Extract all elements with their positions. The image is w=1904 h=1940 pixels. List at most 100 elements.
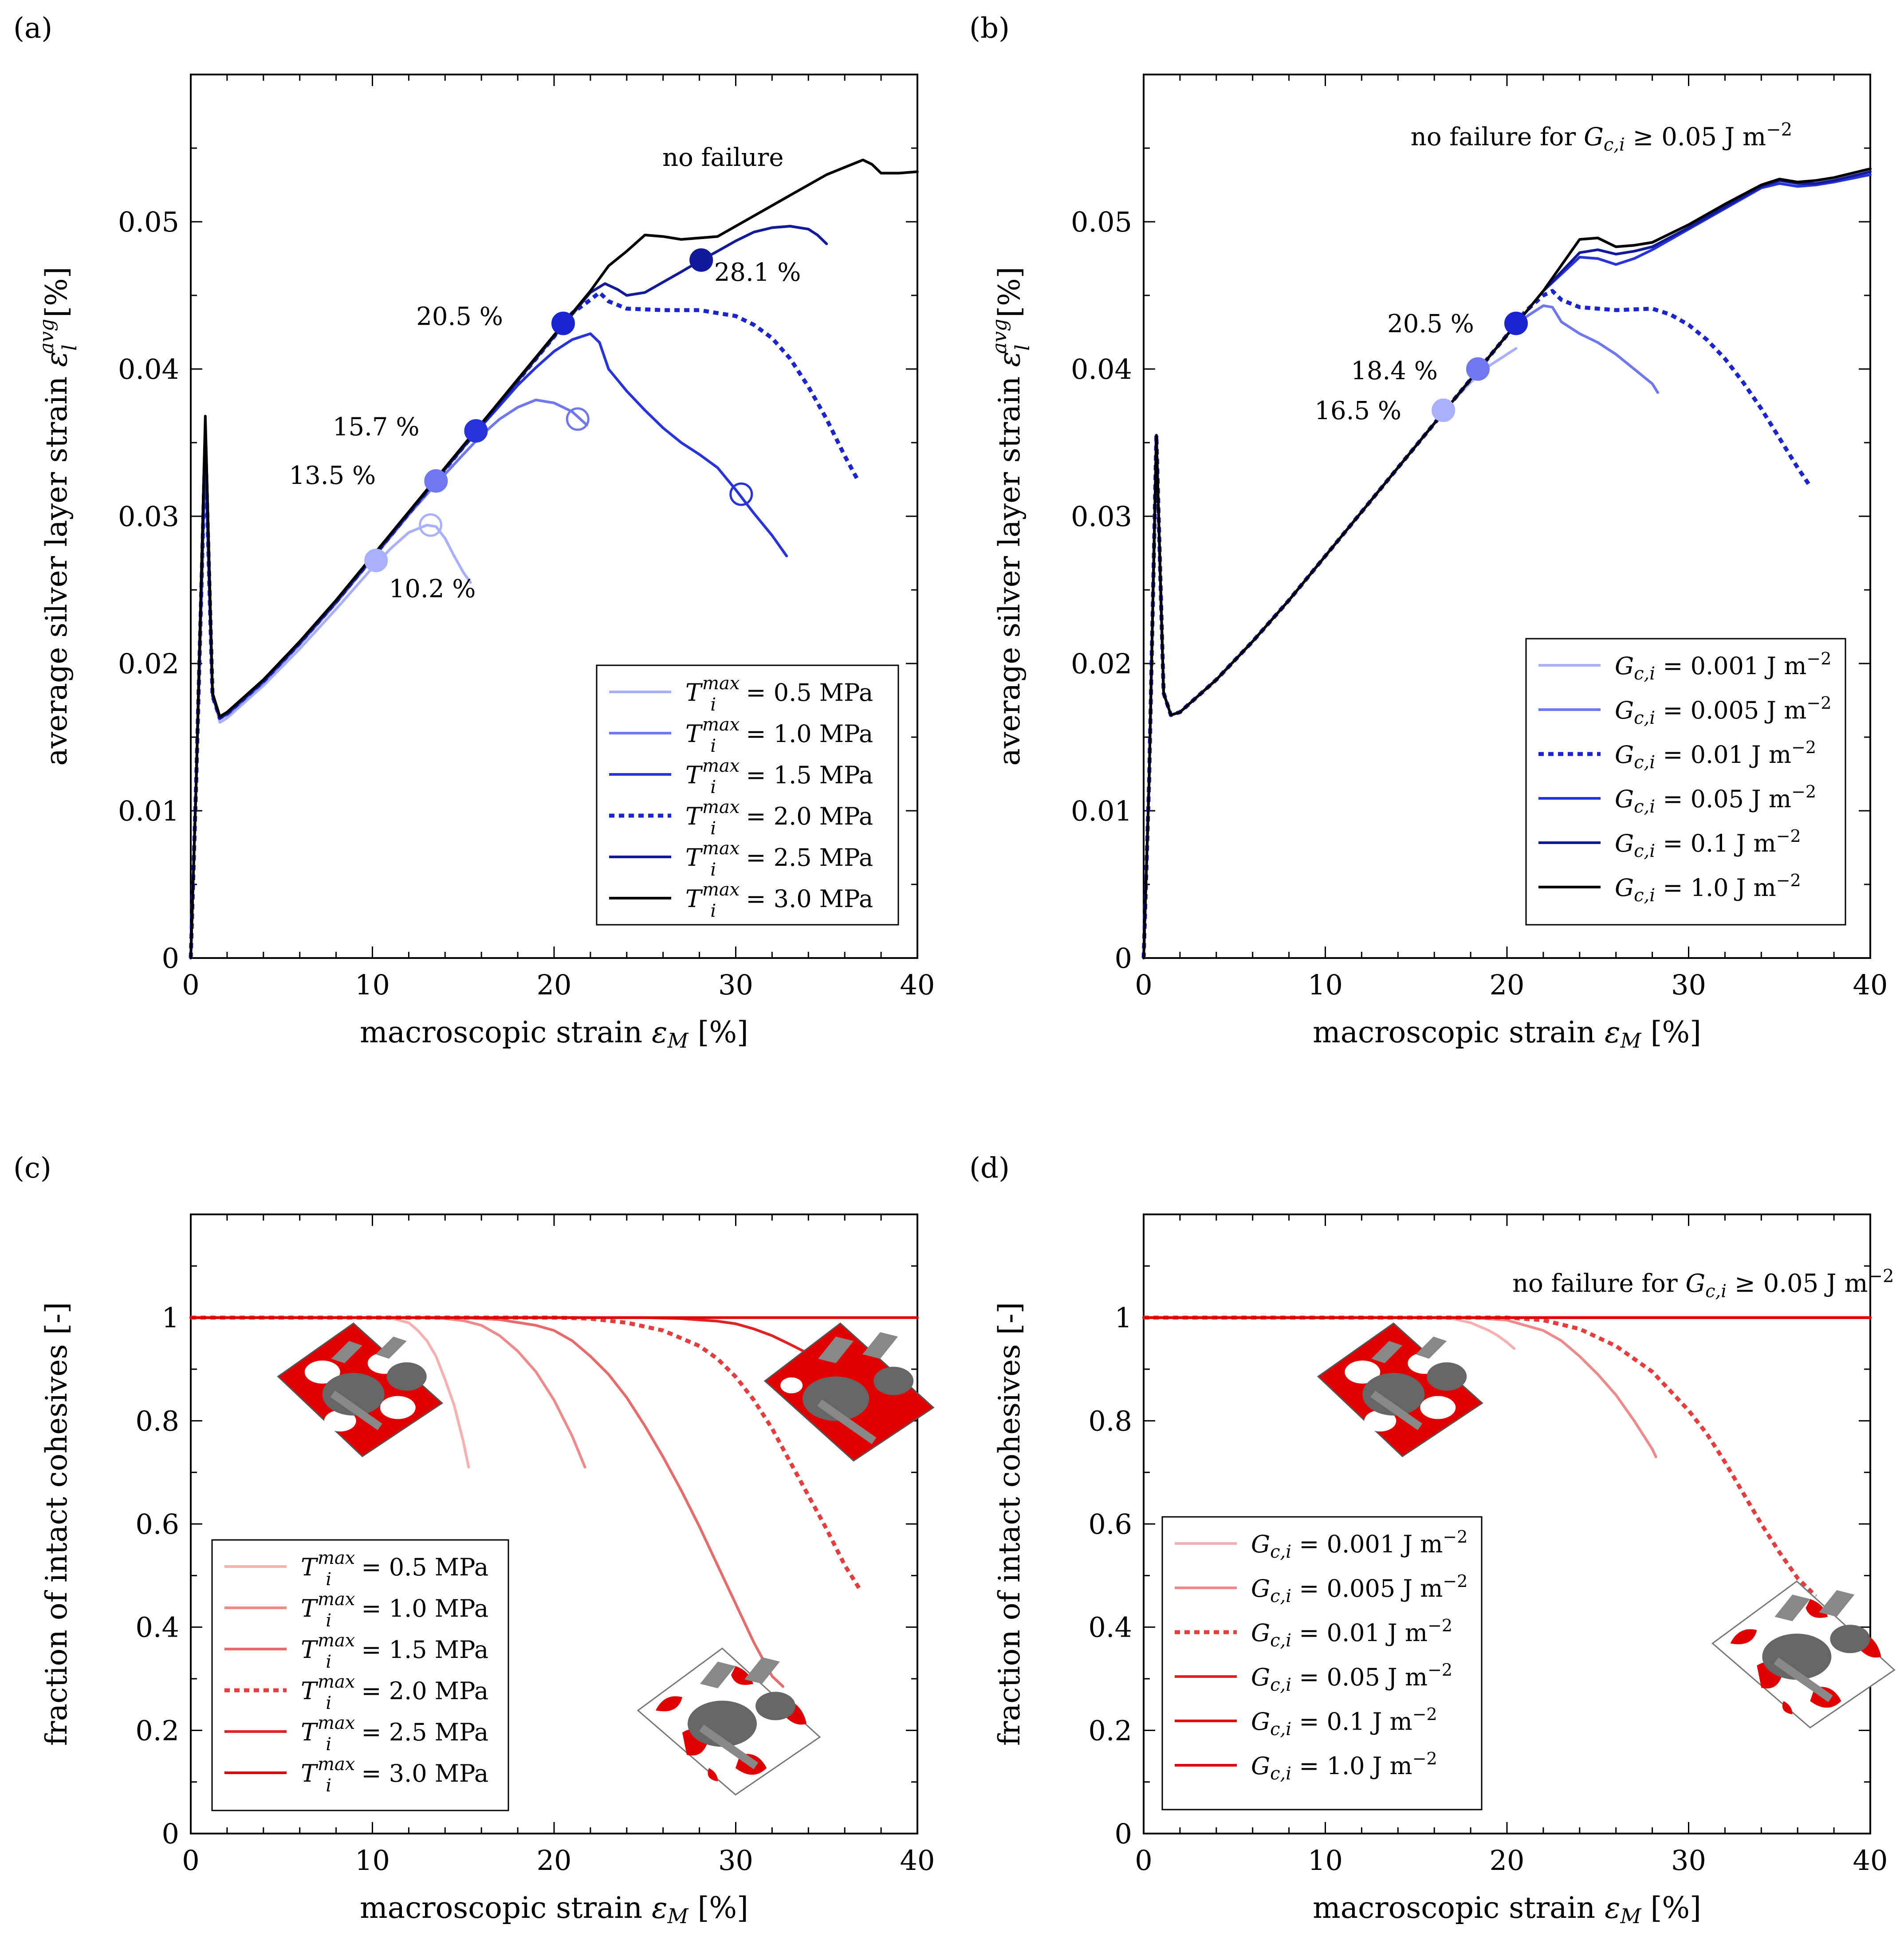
legend-label-4: Tmax i = 2.0 MPa: [685, 797, 873, 839]
annotation-4: 16.5 %: [1314, 397, 1401, 425]
chart-panel-a: 0 10 20 30 40 0 0.01 0.02 0.03 0.04 0.05 macroscopi…: [35, 74, 935, 1052]
failure-marker-6: [729, 482, 753, 506]
legend-label-2: Gc,i = 0.005 J m−2: [1251, 1571, 1467, 1606]
x-tick-label: 30: [718, 1844, 753, 1877]
annotation-1: no failure for Gc,i ≥ 0.05 J m−2: [1411, 119, 1792, 155]
y-tick-label: 0.05: [1071, 206, 1132, 238]
legend-label-5: Gc,i = 0.1 J m−2: [1251, 1704, 1437, 1740]
y-tick-label: 0.4: [1088, 1611, 1132, 1644]
failure-marker-2: [1466, 357, 1490, 381]
series-line-1: [1142, 347, 1518, 959]
legend-box: [1161, 1516, 1483, 1810]
y-tick-label: 0.2: [1088, 1714, 1132, 1747]
y-tick-label: 0.04: [118, 353, 179, 385]
y-axis-label: fraction of intact cohesives [-]: [39, 1302, 74, 1746]
legend: Gc,i = 0.001 J m−2 Gc,i = 0.005 J m−2 Gc,i…: [1525, 638, 1846, 926]
series-line-6: [1142, 167, 1872, 959]
legend-label-3: Tmax i = 1.5 MPa: [301, 1630, 488, 1672]
failure-marker-4: [566, 407, 590, 431]
y-tick-label: 0: [1115, 942, 1132, 974]
legend-label-4: Gc,i = 0.05 J m−2: [1251, 1660, 1452, 1695]
y-tick-label: 0.05: [118, 206, 179, 238]
microstructure-inset-1: [1317, 1323, 1483, 1457]
x-tick-label: 20: [537, 969, 572, 1001]
x-tick-label: 20: [537, 1844, 572, 1877]
annotation-4: 15.7 %: [333, 412, 420, 441]
x-tick-label: 40: [900, 1844, 935, 1877]
annotation-1: no failure for Gc,i ≥ 0.05 J m−2: [1512, 1266, 1894, 1302]
microstructure-inset-3: [637, 1647, 821, 1795]
annotation-2: 20.5 %: [1387, 310, 1474, 338]
y-tick-label: 0.03: [118, 500, 179, 533]
y-tick-label: 0.6: [135, 1508, 179, 1540]
x-tick-label: 30: [1671, 969, 1706, 1001]
x-axis-label: macroscopic strain εM [%]: [360, 1891, 748, 1928]
microstructure-inset-2: [1711, 1580, 1895, 1728]
chart-panel-c: 0 10 20 30 40 0 0.2 0.4 0.6 0.8 1 macroscopic strai…: [39, 1213, 935, 1928]
legend-label-5: Gc,i = 0.1 J m−2: [1615, 826, 1801, 861]
failure-marker-2: [419, 513, 443, 537]
x-tick-label: 30: [1671, 1844, 1706, 1877]
panel-label-d: (d): [969, 1152, 1010, 1185]
series-line-1: [1142, 1316, 1516, 1350]
series-line-2: [1142, 1316, 1657, 1458]
annotation-5: 13.5 %: [289, 461, 376, 490]
x-tick-label: 20: [1490, 1844, 1525, 1877]
y-axis-label: average silver layer strain εavgl [%]: [988, 267, 1034, 766]
x-tick-label: 30: [718, 969, 753, 1001]
legend-box: [211, 1539, 509, 1811]
y-tick-label: 0.04: [1071, 353, 1132, 385]
y-tick-label: 1: [1115, 1302, 1132, 1334]
microstructure-inset-1: [277, 1323, 443, 1457]
annotation-3: 20.5 %: [416, 302, 503, 331]
series-line-6: [189, 158, 919, 959]
panel-label-a: (a): [13, 12, 52, 45]
legend-label-6: Gc,i = 1.0 J m−2: [1251, 1749, 1437, 1784]
legend-label-1: Gc,i = 0.001 J m−2: [1615, 649, 1831, 684]
y-tick-label: 0.2: [135, 1714, 179, 1747]
failure-marker-1: [1432, 398, 1456, 422]
legend-label-2: Tmax i = 1.0 MPa: [685, 715, 873, 756]
y-tick-label: 0.03: [1071, 500, 1132, 533]
legend-label-5: Tmax i = 2.5 MPa: [685, 838, 873, 880]
x-tick-label: 0: [182, 1844, 199, 1877]
x-tick-label: 40: [1853, 969, 1888, 1001]
chart-panel-b: 0 10 20 30 40 0 0.01 0.02 0.03 0.04 0.05 macroscopi…: [988, 74, 1888, 1052]
chart-panel-d: 0 10 20 30 40 0 0.2 0.4 0.6 0.8 1 macroscopic strai…: [992, 1213, 1895, 1928]
failure-marker-7: [551, 311, 575, 335]
x-tick-label: 10: [355, 969, 390, 1001]
series-line-4: [191, 1316, 861, 1590]
y-axis-label: fraction of intact cohesives [-]: [992, 1302, 1027, 1746]
legend-label-2: Tmax i = 1.0 MPa: [301, 1589, 488, 1631]
annotation-6: 10.2 %: [389, 575, 476, 604]
x-tick-label: 10: [1308, 969, 1343, 1001]
legend-box: [596, 664, 899, 926]
legend-label-2: Gc,i = 0.005 J m−2: [1615, 693, 1831, 728]
y-tick-label: 0: [162, 942, 179, 974]
x-tick-label: 0: [182, 969, 199, 1001]
legend-label-4: Tmax i = 2.0 MPa: [301, 1672, 488, 1713]
series-line-3: [189, 1316, 784, 1688]
annotation-2: 28.1 %: [714, 258, 801, 287]
y-axis-label: average silver layer strain εavgl [%]: [35, 267, 81, 766]
y-tick-label: 0.02: [1071, 648, 1132, 680]
y-tick-label: 0.02: [118, 648, 179, 680]
legend-label-6: Gc,i = 1.0 J m−2: [1615, 871, 1801, 906]
x-axis-label: macroscopic strain εM [%]: [360, 1015, 748, 1052]
x-tick-label: 40: [1853, 1844, 1888, 1877]
y-tick-label: 0.8: [135, 1405, 179, 1437]
x-tick-label: 0: [1135, 1844, 1152, 1877]
legend-label-1: Tmax i = 0.5 MPa: [685, 673, 873, 715]
legend-label-3: Gc,i = 0.01 J m−2: [1251, 1616, 1452, 1651]
legend-label-6: Tmax i = 3.0 MPa: [685, 880, 873, 921]
legend-label-1: Gc,i = 0.001 J m−2: [1251, 1527, 1467, 1562]
legend-label-3: Tmax i = 1.5 MPa: [685, 756, 873, 797]
failure-marker-3: [424, 469, 448, 493]
legend-label-6: Tmax i = 3.0 MPa: [301, 1754, 488, 1796]
y-tick-label: 0.6: [1088, 1508, 1132, 1540]
legend-label-1: Tmax i = 0.5 MPa: [301, 1548, 488, 1590]
x-tick-label: 20: [1490, 969, 1525, 1001]
y-tick-label: 0.4: [135, 1611, 179, 1644]
x-tick-label: 10: [355, 1844, 390, 1877]
